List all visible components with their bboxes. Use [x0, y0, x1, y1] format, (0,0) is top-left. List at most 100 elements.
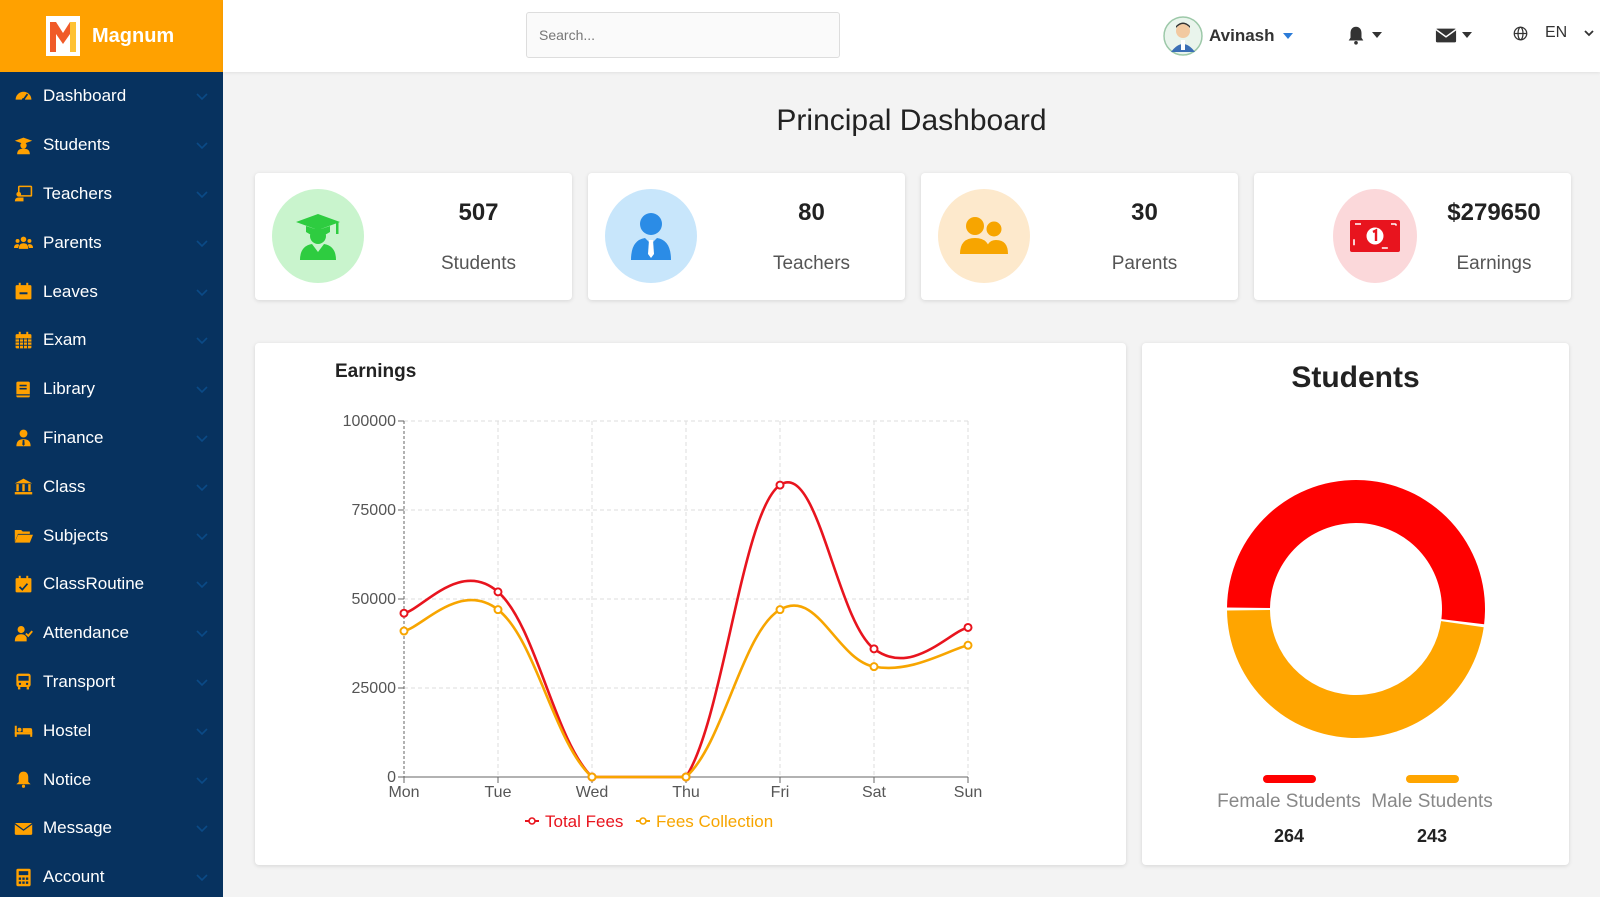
sidebar-item-transport[interactable]: Transport — [0, 658, 223, 707]
students-panel: Students Female Students 264 Male Students… — [1142, 343, 1569, 865]
x-tick-label: Sat — [862, 784, 887, 801]
calendar-minus-icon — [13, 282, 33, 302]
series-line-total-fees — [403, 481, 969, 779]
sidebar-item-label: Hostel — [43, 720, 92, 740]
data-point — [493, 605, 503, 615]
chart-title: Students — [1291, 361, 1420, 394]
page-title: Principal Dashboard — [776, 104, 1047, 137]
topbar: Avinash EN — [223, 0, 1600, 72]
chevron-down-icon — [196, 93, 208, 101]
stat-card-parents[interactable]: 30 Parents — [921, 173, 1238, 300]
sidebar-item-library[interactable]: Library — [0, 365, 223, 414]
sidebar-item-finance[interactable]: Finance — [0, 414, 223, 463]
legend-label: Female Students — [1217, 791, 1361, 812]
chevron-down-icon — [196, 630, 208, 638]
earnings-panel: Earnings 0 25000 50000 75000 100000 Mon Tue Wed… — [255, 343, 1126, 865]
chevron-down-icon — [196, 484, 208, 491]
chevron-down-icon — [1282, 33, 1293, 39]
stat-circle — [605, 189, 697, 283]
user-tie-icon — [631, 213, 671, 260]
sidebar-item-label: Leaves — [43, 281, 98, 301]
sidebar-item-label: Dashboard — [43, 86, 127, 106]
bell-icon — [1348, 26, 1364, 45]
stat-value: 30 — [1131, 199, 1158, 226]
bus-icon — [13, 672, 33, 692]
chevron-down-icon — [196, 825, 208, 833]
brand[interactable]: Magnum — [0, 0, 223, 72]
legend-marker — [639, 817, 647, 825]
stat-card-teachers[interactable]: 80 Teachers — [588, 173, 905, 300]
sidebar-item-label: Library — [43, 379, 95, 399]
data-point — [963, 622, 973, 632]
sidebar-item-label: Teachers — [43, 183, 112, 203]
sidebar-item-attendance[interactable]: Attendance — [0, 609, 223, 658]
chevron-down-icon — [1372, 32, 1382, 38]
notifications-button[interactable] — [1345, 24, 1382, 46]
sidebar-item-label: Finance — [43, 427, 104, 447]
sidebar-item-notice[interactable]: Notice — [0, 755, 223, 804]
sidebar-item-label: Notice — [43, 769, 92, 789]
university-icon — [13, 477, 33, 497]
chevron-down-icon — [196, 532, 208, 540]
stat-label: Earnings — [1456, 253, 1532, 274]
data-point — [587, 772, 597, 782]
chevron-down-icon — [196, 728, 208, 735]
sidebar-item-message[interactable]: Message — [0, 804, 223, 853]
chevron-down-icon — [196, 386, 208, 394]
data-point — [681, 772, 691, 782]
x-tick-label: Fri — [771, 784, 790, 801]
messages-button[interactable] — [1435, 24, 1472, 46]
sidebar-item-leaves[interactable]: Leaves — [0, 267, 223, 316]
chart-title: Earnings — [335, 361, 417, 382]
sidebar-item-label: Transport — [43, 671, 116, 691]
x-tick-label: Wed — [576, 784, 609, 801]
data-point — [399, 608, 409, 618]
user-name: Avinash — [1209, 26, 1275, 45]
language-label: EN — [1545, 24, 1568, 41]
chevron-down-icon — [196, 581, 208, 589]
calendar-check-icon — [13, 574, 33, 594]
sidebar-item-dashboard[interactable]: Dashboard — [0, 72, 223, 121]
sidebar-item-students[interactable]: Students — [0, 121, 223, 170]
sidebar-item-exam[interactable]: Exam — [0, 316, 223, 365]
bed-icon — [13, 721, 33, 741]
sidebar-item-label: Class — [43, 476, 86, 496]
user-tie-icon — [13, 428, 33, 448]
envelope-icon — [13, 818, 33, 838]
chevron-down-icon — [196, 289, 208, 296]
sidebar-item-classroutine[interactable]: ClassRoutine — [0, 560, 223, 609]
user-check-icon — [13, 623, 33, 643]
legend-label: Fees Collection — [656, 812, 773, 831]
y-tick-label: 100000 — [343, 413, 396, 430]
magnum-logo-icon — [46, 16, 80, 56]
sidebar-item-subjects[interactable]: Subjects — [0, 511, 223, 560]
stat-card-earnings[interactable]: $279650 Earnings — [1254, 173, 1571, 300]
sidebar-item-account[interactable]: Account — [0, 853, 223, 897]
sidebar-item-hostel[interactable]: Hostel — [0, 706, 223, 755]
stat-card-students[interactable]: 507 Students — [255, 173, 572, 300]
y-tick-label: 25000 — [352, 680, 397, 697]
chevron-down-icon — [196, 191, 208, 199]
stat-label: Parents — [1111, 253, 1178, 274]
sidebar-item-label: Students — [43, 135, 111, 155]
stat-label: Teachers — [772, 253, 851, 274]
stat-circle — [272, 189, 364, 283]
x-tick-label: Thu — [672, 784, 700, 801]
users-icon — [13, 233, 33, 253]
sidebar-item-class[interactable]: Class — [0, 462, 223, 511]
sidebar-item-teachers[interactable]: Teachers — [0, 170, 223, 219]
donut-slice-male-students — [1227, 610, 1484, 738]
book-icon — [13, 379, 33, 399]
sidebar-item-label: Account — [43, 867, 105, 887]
sidebar-nav: Dashboard Students Teachers Parents Leaves Ex… — [0, 72, 223, 897]
search-input[interactable] — [526, 12, 840, 58]
x-tick-label: Mon — [388, 784, 419, 801]
chevron-down-icon — [1584, 30, 1594, 37]
data-point — [493, 587, 503, 597]
user-menu[interactable]: Avinash — [1163, 16, 1293, 56]
earnings-chart: 0 25000 50000 75000 100000 Mon Tue Wed Thu Fri Sat… — [343, 413, 983, 831]
language-selector[interactable]: EN — [1513, 24, 1600, 42]
sidebar-item-parents[interactable]: Parents — [0, 218, 223, 267]
data-point — [963, 640, 973, 650]
sidebar-item-label: Message — [43, 818, 112, 838]
